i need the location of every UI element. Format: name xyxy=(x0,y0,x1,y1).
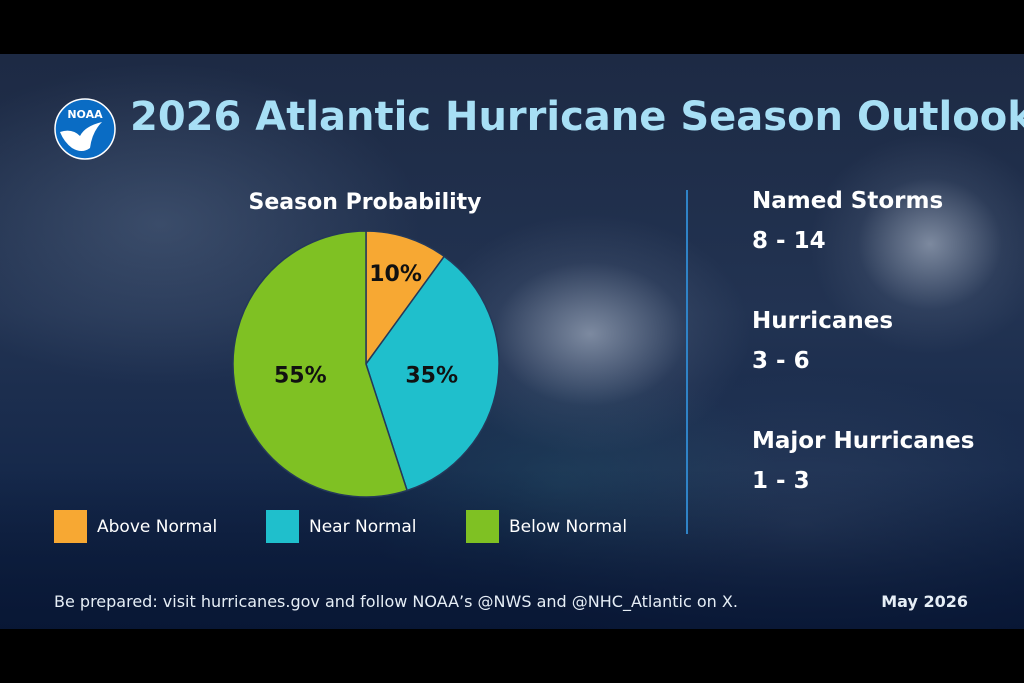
legend-label-near-normal: Near Normal xyxy=(309,516,417,537)
page-title: 2026 Atlantic Hurricane Season Outlook xyxy=(130,94,1024,140)
legend-label-above-normal: Above Normal xyxy=(97,516,218,537)
legend: Above Normal Near Normal Below Normal xyxy=(54,510,654,546)
pie-label-below-normal: 55% xyxy=(274,363,327,388)
chart-title: Season Probability xyxy=(248,190,482,215)
footer-date: May 2026 xyxy=(881,592,968,611)
divider xyxy=(686,190,688,534)
legend-swatch-above-normal xyxy=(54,510,87,543)
stat-value-major-hurricanes: 1 - 3 xyxy=(752,468,810,494)
pie-label-above-normal: 10% xyxy=(369,262,422,287)
noaa-logo: NOAA xyxy=(54,98,116,160)
legend-label-below-normal: Below Normal xyxy=(509,516,628,537)
legend-item-above-normal: Above Normal xyxy=(54,510,217,543)
pie-label-near-normal: 35% xyxy=(405,363,458,388)
footer-text: Be prepared: visit hurricanes.gov and fo… xyxy=(54,592,738,611)
stat-label-hurricanes: Hurricanes xyxy=(752,308,894,334)
logo-text: NOAA xyxy=(67,108,103,121)
legend-swatch-near-normal xyxy=(266,510,299,543)
pie-slice-above-normal xyxy=(365,230,446,367)
legend-item-near-normal: Near Normal xyxy=(266,510,417,543)
legend-item-below-normal: Below Normal xyxy=(466,510,627,543)
stat-value-hurricanes: 3 - 6 xyxy=(752,348,810,374)
pie-slice-near-normal xyxy=(365,255,500,492)
infographic-frame: NOAA 2026 Atlantic Hurricane Season Outl… xyxy=(0,54,1024,629)
stat-label-named-storms: Named Storms xyxy=(752,188,944,214)
stat-label-major-hurricanes: Major Hurricanes xyxy=(752,428,975,454)
stat-value-named-storms: 8 - 14 xyxy=(752,228,826,254)
pie-chart: 10% 35% 55% xyxy=(232,230,500,498)
legend-swatch-below-normal xyxy=(466,510,499,543)
pie-slice-below-normal xyxy=(232,230,409,498)
